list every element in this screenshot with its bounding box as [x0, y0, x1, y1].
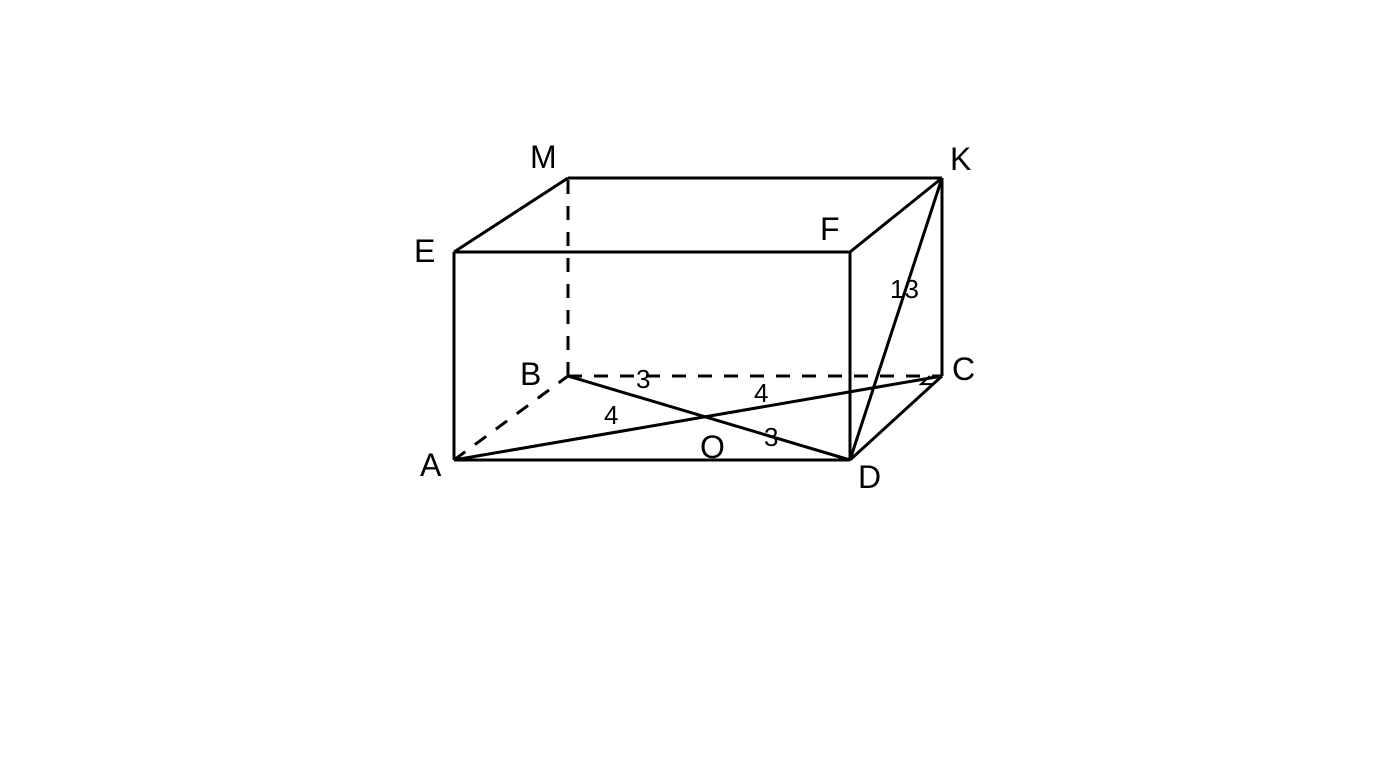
vertex-label-M: M	[530, 139, 557, 175]
vertex-label-B: B	[520, 356, 541, 392]
edge-FK	[850, 178, 942, 252]
vertex-label-D: D	[858, 459, 881, 495]
edge-ME	[454, 178, 568, 252]
vertex-label-K: K	[950, 141, 971, 177]
dimension-label-1: 3	[636, 364, 650, 394]
dimension-label-0: 13	[890, 274, 919, 304]
vertex-label-C: C	[952, 351, 975, 387]
dimension-label-4: 3	[764, 422, 778, 452]
vertex-label-O: O	[700, 429, 725, 465]
vertex-label-F: F	[820, 211, 840, 247]
vertex-label-E: E	[414, 233, 435, 269]
geometry-diagram: 133443 ADCBEFKMO	[0, 0, 1400, 772]
vertex-label-A: A	[420, 447, 442, 483]
dimension-label-3: 4	[604, 400, 618, 430]
edge-AB	[454, 376, 568, 460]
dimension-label-2: 4	[754, 378, 768, 408]
